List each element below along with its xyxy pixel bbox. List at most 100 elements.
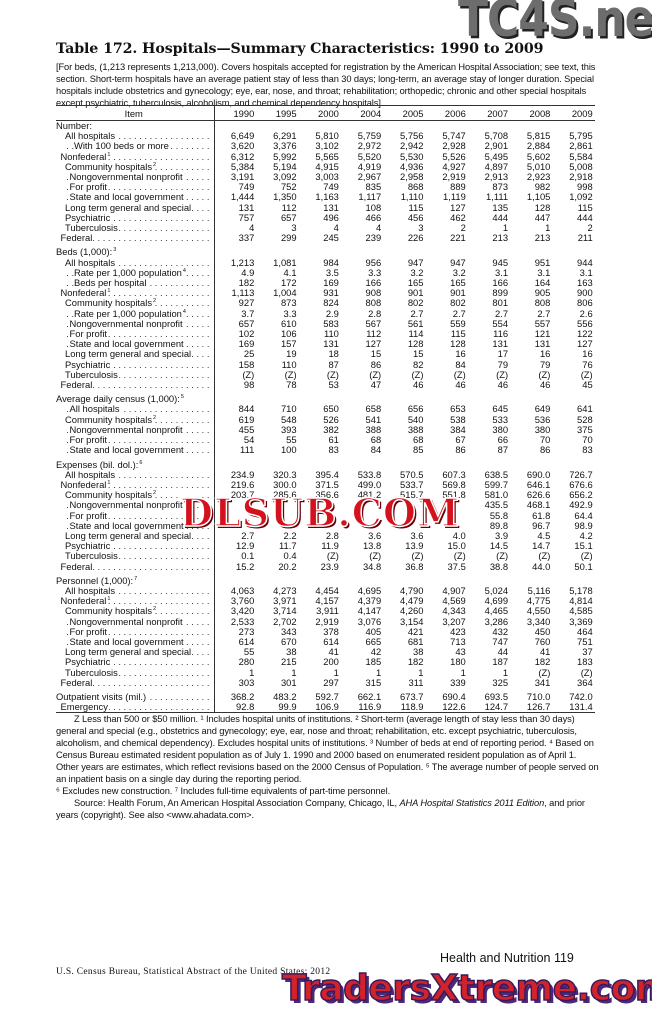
row-label: For profit . . . . . . . . . . . . . . .… <box>56 329 215 340</box>
row-label: Rate per 1,000 population4 . . . . . . .… <box>56 308 215 319</box>
row-label: Federal . . . . . . . . . . . . . . . . … <box>56 561 215 572</box>
table-row: Nongovernmental nonprofit . . . . . . . … <box>56 499 595 511</box>
table-cell: 927 <box>238 297 255 309</box>
row-label-text: State and local government <box>69 192 185 203</box>
dot-leader: . . . . . . . . . . . . . . . . . . . . … <box>66 131 210 142</box>
row-label-text: Tuberculosis <box>65 667 119 678</box>
table-cell: 166 <box>492 277 509 289</box>
table-cell: 2.7 <box>495 307 509 319</box>
table-cell: 82 <box>413 358 424 370</box>
table-row: For profit . . . . . . . . . . . . . . .… <box>56 328 595 340</box>
table-row: Nonfederal1 . . . . . . . . . . . . . . … <box>56 479 595 491</box>
table-cell: 1,444 <box>230 191 255 203</box>
row-label: Community hospitals2 . . . . . . . . . .… <box>56 490 215 501</box>
footnote-marker: 2 <box>153 490 157 497</box>
table-cell: 4,147 <box>357 605 382 617</box>
table-cell: 662.1 <box>357 690 382 702</box>
table-cell: 115 <box>408 201 424 213</box>
row-label: Community hospitals2 . . . . . . . . . .… <box>56 414 215 425</box>
row-label: All hospitals . . . . . . . . . . . . . … <box>56 131 215 142</box>
table-cell: 15.1 <box>574 540 593 552</box>
table-cell: 548 <box>280 413 297 425</box>
table-row: Emergency . . . . . . . . . . . . . . . … <box>56 702 595 714</box>
year-column-header: 2008 <box>510 105 553 121</box>
row-label: Nonfederal1 . . . . . . . . . . . . . . … <box>56 479 215 491</box>
table-cell: 182 <box>534 656 551 668</box>
table-cell: 4.5 <box>537 529 551 541</box>
table-row: Community hospitals2 . . . . . . . . . .… <box>56 297 595 309</box>
table-cell: 2,919 <box>315 615 339 627</box>
table-cell: 468.1 <box>526 499 551 511</box>
table-cell: 889 <box>450 181 466 193</box>
table-cell: 3,420 <box>230 605 255 617</box>
table-cell: 1,350 <box>273 191 297 203</box>
row-label: For profit . . . . . . . . . . . . . . .… <box>56 435 215 446</box>
table-cell: 301 <box>280 676 297 688</box>
table-row: For profit . . . . . . . . . . . . . . .… <box>56 434 595 446</box>
table-cell: 315 <box>365 676 382 688</box>
table-cell: 3.1 <box>579 266 593 278</box>
table-cell: 92.8 <box>214 702 257 714</box>
source-title: AHA Hospital Statistics 2011 Edition <box>399 798 545 808</box>
table-cell: (Z) <box>580 550 593 562</box>
row-label: Nongovernmental nonprofit . . . . . . . … <box>56 318 215 330</box>
dot-leader: . . . . . . . . . . . . . . . . . . . . … <box>66 677 210 688</box>
table-cell: 158 <box>238 358 255 370</box>
table-cell: 23.9 <box>320 560 339 572</box>
table-cell: 4,465 <box>484 605 509 617</box>
table-cell: 515.7 <box>400 489 424 501</box>
table-cell: 693.5 <box>484 690 509 702</box>
table-cell: 135 <box>492 201 509 213</box>
row-label-text: Nongovernmental nonprofit <box>69 424 184 435</box>
table-cell: 297 <box>323 676 339 688</box>
table-cell: 128 <box>407 338 424 350</box>
row-label-text: All hospitals <box>65 585 117 596</box>
table-cell: 234.9 <box>230 468 255 480</box>
table-cell: 423 <box>450 625 466 637</box>
dot-leader: . . . . . . . . . . . . . . . . . . . . … <box>66 596 210 607</box>
dot-leader: . . . . . . . . . . . . . . . . . . . . … <box>66 369 210 380</box>
table-cell: 4,936 <box>400 160 424 172</box>
table-cell: 98.9 <box>574 519 593 531</box>
table-cell: 5,530 <box>400 150 424 162</box>
table-cell: 2.2 <box>283 529 297 541</box>
table-cell: 43 <box>455 646 466 658</box>
table-cell: 131 <box>492 338 509 350</box>
table-cell: 13.8 <box>362 540 382 552</box>
table-cell: 226 <box>407 232 424 244</box>
table-cell: 496 <box>323 211 339 223</box>
table-cell: 638.5 <box>484 468 509 480</box>
table-cell: 3.2 <box>452 266 466 278</box>
section-header-row: Personnel (1,000):7 <box>56 575 595 586</box>
table-cell: 4,775 <box>526 595 551 607</box>
dot-leader: . . . . . . . . . . . . . . . . . . . . … <box>66 561 210 572</box>
table-cell: 325 <box>492 676 509 688</box>
table-cell: 122.6 <box>425 702 468 714</box>
table-cell: 185 <box>365 656 382 668</box>
table-cell: 5,565 <box>315 150 339 162</box>
table-cell: (Z) <box>411 368 424 380</box>
table-cell: (Z) <box>453 550 466 562</box>
table-cell: 450 <box>534 625 551 637</box>
table-cell: 1,111 <box>486 191 509 203</box>
table-cell: 1 <box>502 222 509 234</box>
table-row: Community hospitals2 . . . . . . . . . .… <box>56 413 595 425</box>
row-label: Nonfederal1 . . . . . . . . . . . . . . … <box>56 288 215 299</box>
row-label: Federal . . . . . . . . . . . . . . . . … <box>56 677 215 688</box>
table-row: Federal . . . . . . . . . . . . . . . . … <box>56 560 595 572</box>
table-cell: (Z) <box>453 368 466 380</box>
dot-leader: . . . . . . . . . . . . . . . . . . . . … <box>66 288 210 299</box>
table-cell: 947 <box>407 256 424 268</box>
row-label-text: Federal <box>60 677 94 688</box>
table-cell: 673.7 <box>400 690 424 702</box>
table-cell: 6,312 <box>230 150 255 162</box>
table-cell: 122 <box>577 328 593 340</box>
table-cell: 84 <box>455 358 466 370</box>
dot-leader: . . . . . . . . . . . . . . . . . . . . … <box>66 541 210 552</box>
table-cell: 5,384 <box>230 160 255 172</box>
year-column-header: 2009 <box>552 105 595 121</box>
row-label: Nongovernmental nonprofit . . . . . . . … <box>56 616 215 627</box>
table-cell: 18 <box>328 348 339 360</box>
table-cell: 984 <box>323 256 339 268</box>
table-cell: 4 <box>333 222 339 234</box>
